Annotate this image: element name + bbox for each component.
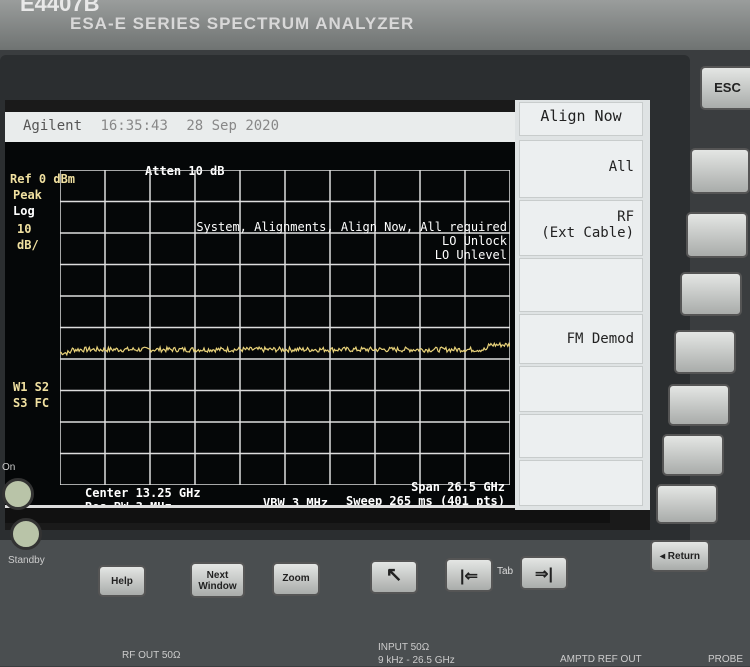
softkey-all[interactable]: All — [519, 140, 643, 198]
softkey-hw-7[interactable] — [656, 484, 718, 524]
on-label: On — [2, 462, 16, 473]
title-bar: Agilent 16:35:43 28 Sep 2020 — [5, 112, 515, 142]
amptd-ref-out-label: AMPTD REF OUT — [560, 654, 642, 665]
help-button[interactable]: Help — [98, 565, 146, 597]
spectrum-graticule — [60, 170, 510, 485]
spectrum-trace — [60, 341, 510, 357]
span: Span 26.5 GHz — [411, 480, 505, 494]
brand: Agilent — [23, 118, 83, 134]
softkey-hw-5[interactable] — [668, 384, 730, 426]
alignment-message: System, Alignments, Align Now, All requi… — [196, 220, 507, 262]
spectrum-display: Ref 0 dBm Atten 10 dB Peak Log 10 dB/ W1… — [5, 142, 515, 522]
scale-unit: dB/ — [17, 238, 39, 252]
softkey-menu-title: Align Now — [519, 102, 643, 136]
attenuation: Atten 10 dB — [145, 164, 225, 178]
input-label: INPUT 50Ω — [378, 642, 430, 653]
tab-label: Tab — [497, 566, 514, 577]
time: 16:35:43 — [100, 118, 168, 134]
softkey-hw-1[interactable] — [690, 148, 750, 194]
softkey-fm-demod[interactable]: FM Demod — [519, 314, 643, 364]
series-label: ESA-E SERIES SPECTRUM ANALYZER — [70, 14, 415, 33]
trace-flags-2: S3 FC — [13, 396, 50, 410]
ref-level: Ref 0 dBm — [10, 172, 76, 186]
softkey-empty-3[interactable] — [519, 258, 643, 312]
softkey-hw-3[interactable] — [680, 272, 742, 316]
standby-label: Standby — [8, 555, 45, 566]
probe-label: PROBE — [708, 654, 744, 665]
detector: Peak — [13, 188, 42, 202]
backtab-icon[interactable]: |⇐ — [445, 558, 493, 592]
softkey-hw-2[interactable] — [686, 212, 748, 258]
softkey-empty-6[interactable] — [519, 414, 643, 458]
arrow-up-left-icon[interactable]: ↖ — [370, 560, 418, 594]
return-button[interactable]: ◂ Return — [650, 540, 710, 572]
instrument-top-panel: E4407B ESA-E SERIES SPECTRUM ANALYZER — [0, 0, 750, 50]
esc-button[interactable]: ESC — [700, 66, 750, 110]
next-window-button[interactable]: Next Window — [190, 562, 245, 598]
trace-flags: W1 S2 — [13, 380, 50, 394]
power-on-button[interactable] — [2, 478, 34, 510]
status-line — [5, 505, 610, 523]
front-panel-lower — [0, 540, 750, 666]
scale-type: Log — [13, 204, 35, 218]
softkey-hw-6[interactable] — [662, 434, 724, 476]
date: 28 Sep 2020 — [186, 118, 280, 134]
input-range-label: 9 kHz - 26.5 GHz — [378, 655, 455, 666]
softkey-menu: Align Now All RF (Ext Cable) FM Demod — [515, 100, 650, 510]
zoom-button[interactable]: Zoom — [272, 562, 320, 596]
scale-value: 10 — [17, 222, 32, 236]
softkey-empty-7[interactable] — [519, 460, 643, 506]
standby-button[interactable] — [10, 518, 42, 550]
model-label: E4407B — [20, 0, 100, 16]
center-frequency: Center 13.25 GHz — [85, 486, 201, 500]
softkey-rf-ext-cable[interactable]: RF (Ext Cable) — [519, 200, 643, 256]
rf-out-label: RF OUT 50Ω — [122, 650, 181, 661]
forward-tab-icon[interactable]: ⇒| — [520, 556, 568, 590]
softkey-hw-4[interactable] — [674, 330, 736, 374]
sweep: Sweep 265 ms (401 pts) — [346, 494, 505, 508]
softkey-empty-5[interactable] — [519, 366, 643, 412]
